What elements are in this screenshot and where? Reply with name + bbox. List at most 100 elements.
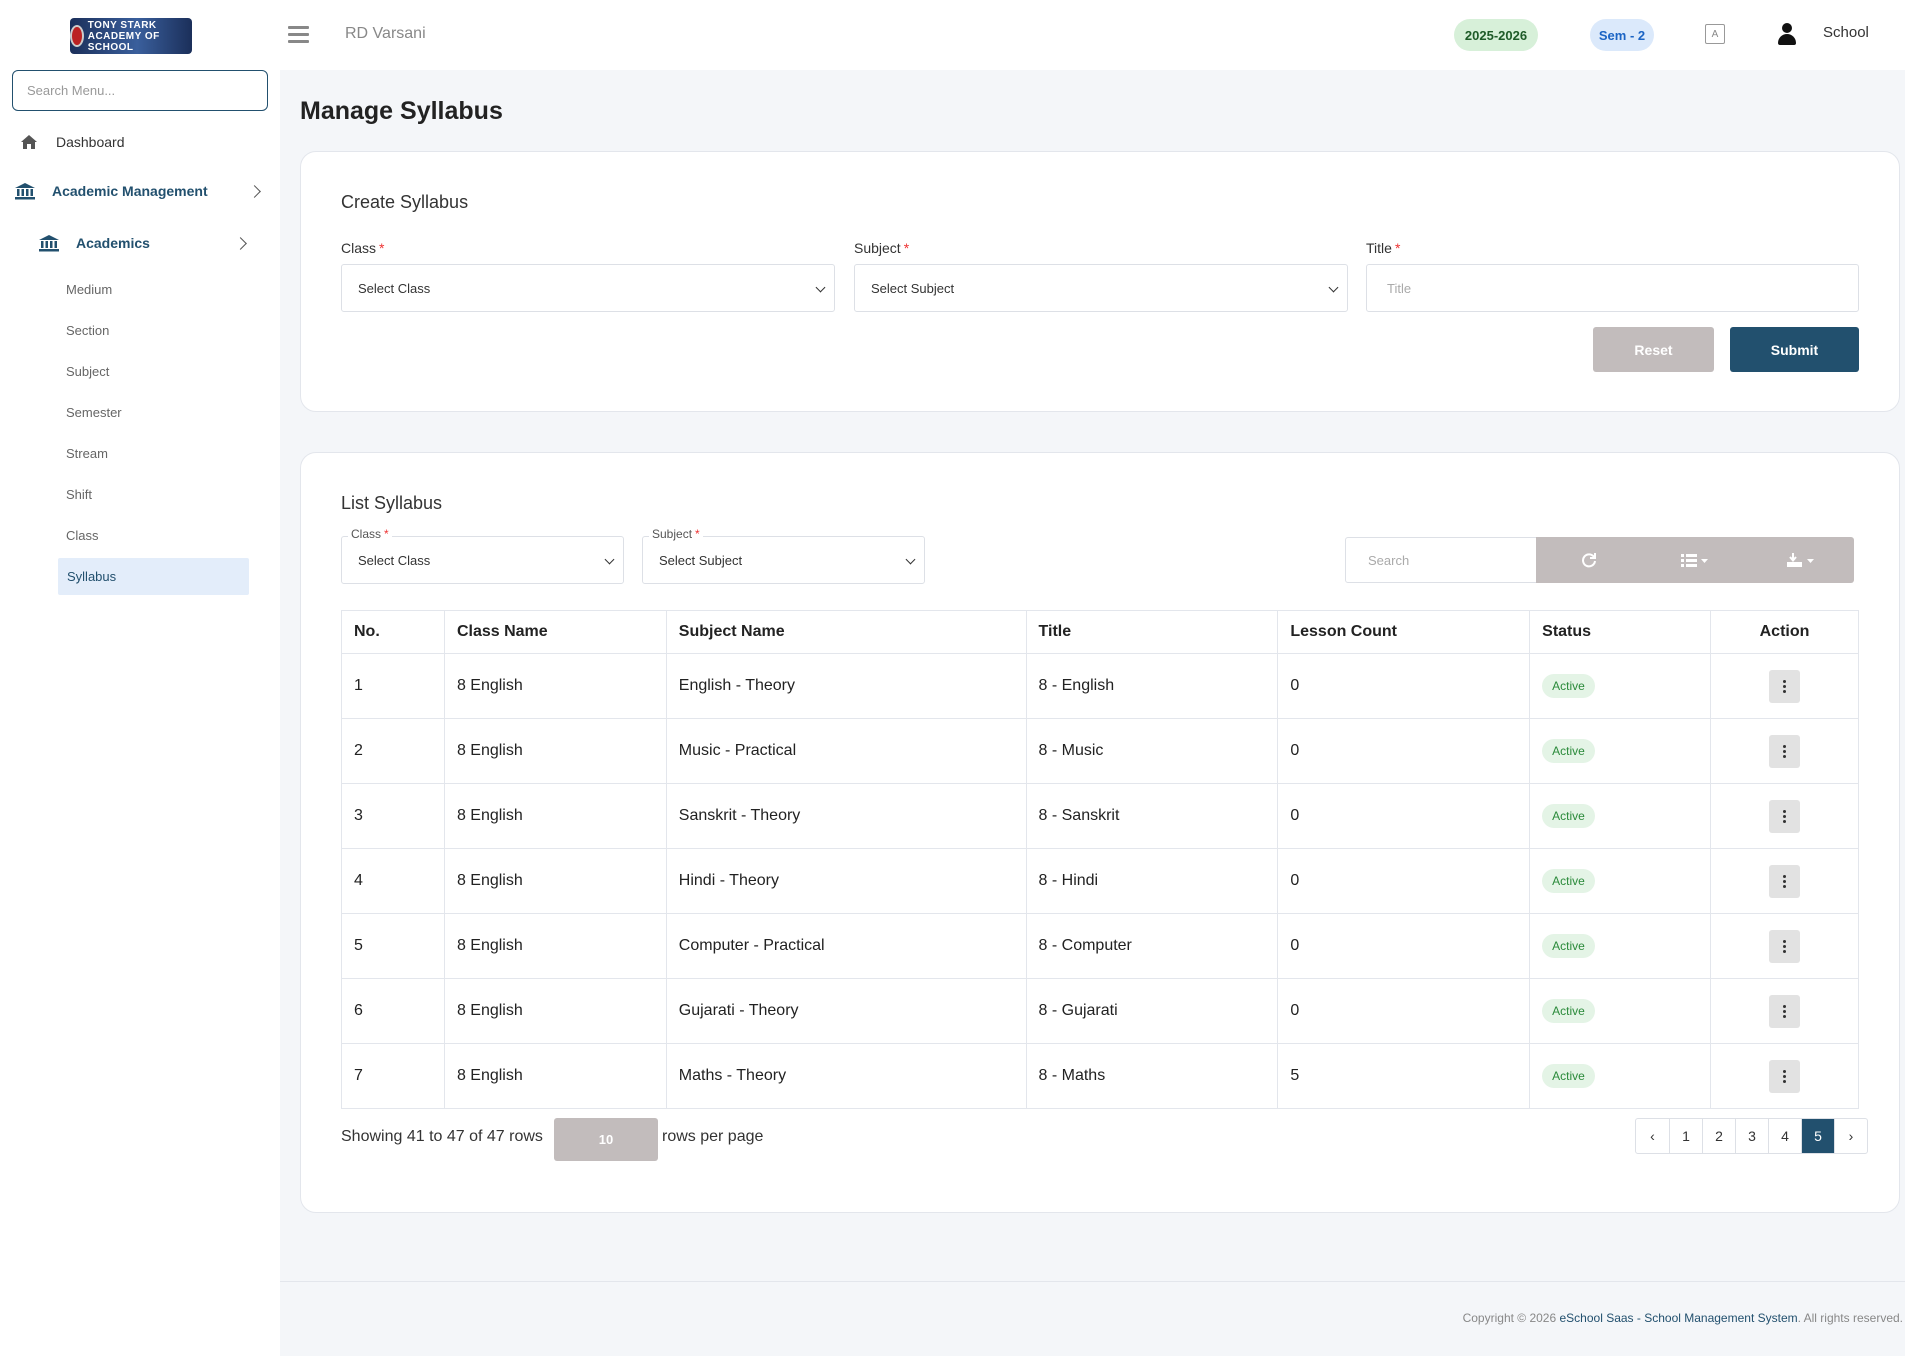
list-syllabus-title: List Syllabus (341, 493, 443, 513)
page-title: Manage Syllabus (300, 97, 503, 125)
subject-select[interactable]: Select Subject (854, 264, 1348, 312)
row-number: 1 (341, 653, 445, 719)
sidebar-item-class[interactable]: Class (66, 528, 99, 543)
title-cell: 8 - Maths (1025, 1043, 1279, 1109)
user-icon[interactable] (1777, 23, 1797, 45)
more-actions-icon[interactable] (1769, 1059, 1801, 1093)
more-actions-icon[interactable] (1769, 994, 1801, 1028)
column-header[interactable]: Lesson Count (1277, 610, 1531, 654)
subject-name-cell: Maths - Theory (665, 1043, 1027, 1109)
school-logo[interactable]: TONY STARK ACADEMY OF SCHOOL (70, 18, 192, 54)
chevron-down-icon (1328, 282, 1339, 293)
table-toolbar (1536, 537, 1854, 583)
sidebar-item-label: Dashboard (56, 134, 125, 150)
action-cell (1710, 653, 1859, 719)
chevron-right-icon[interactable] (234, 237, 247, 250)
sidebar-item-syllabus[interactable]: Syllabus (58, 558, 249, 595)
sidebar-item-stream[interactable]: Stream (66, 446, 108, 461)
syllabus-table: No. Class Name Subject Name Title Lesson… (341, 610, 1859, 1109)
school-name: RD Varsani (345, 25, 426, 42)
chevron-right-icon[interactable] (248, 185, 261, 198)
top-bar (280, 0, 1905, 70)
reset-button[interactable]: Reset (1593, 327, 1714, 372)
footer: Copyright © 2026 eSchool Saas - School M… (1463, 1311, 1903, 1325)
chevron-down-icon (905, 554, 916, 565)
submit-button[interactable]: Submit (1730, 327, 1859, 372)
class-select[interactable]: Select Class (341, 264, 835, 312)
column-header[interactable]: Status (1529, 610, 1712, 654)
language-icon[interactable]: A (1705, 24, 1725, 44)
sidebar-item-academics[interactable]: Academics (38, 234, 150, 252)
class-label: Class * (341, 240, 385, 256)
column-header[interactable]: Title (1025, 610, 1279, 654)
row-number: 6 (341, 978, 445, 1044)
download-icon[interactable] (1748, 537, 1854, 583)
filter-class-select[interactable]: Select Class (341, 536, 624, 584)
title-input[interactable]: Title (1366, 264, 1859, 312)
sidebar-item-shift[interactable]: Shift (66, 487, 93, 502)
more-actions-icon[interactable] (1769, 929, 1801, 963)
lesson-count-cell: 0 (1277, 783, 1531, 849)
filter-subject-select[interactable]: Select Subject (642, 536, 925, 584)
status-cell: Active (1529, 1043, 1712, 1109)
home-icon (18, 133, 40, 151)
page-button-active[interactable]: 5 (1801, 1119, 1834, 1153)
sidebar-item-subject[interactable]: Subject (66, 364, 110, 379)
menu-toggle-icon[interactable] (288, 26, 309, 43)
page-button[interactable]: 4 (1768, 1119, 1801, 1153)
class-name-cell: 8 English (443, 978, 667, 1044)
more-actions-icon[interactable] (1769, 734, 1801, 768)
footer-divider (280, 1281, 1905, 1282)
footer-brand-link[interactable]: eSchool Saas - School Management System (1559, 1311, 1798, 1325)
status-cell: Active (1529, 978, 1712, 1044)
column-header[interactable]: Subject Name (665, 610, 1027, 654)
page-button[interactable]: 1 (1669, 1119, 1702, 1153)
status-cell: Active (1529, 783, 1712, 849)
title-label: Title * (1366, 240, 1401, 256)
action-cell (1710, 1043, 1859, 1109)
row-number: 7 (341, 1043, 445, 1109)
sidebar-item-label: Academic Management (52, 183, 208, 199)
user-name[interactable]: School (1823, 24, 1869, 41)
rows-per-page-select[interactable]: 10 (554, 1118, 658, 1161)
page-next-button[interactable]: › (1834, 1119, 1867, 1153)
column-header[interactable]: Class Name (443, 610, 667, 654)
menu-search-input[interactable]: Search Menu... (12, 70, 268, 111)
action-cell (1710, 913, 1859, 979)
filter-class-label: Class * (348, 527, 392, 541)
pagination-info: Showing 41 to 47 of 47 rows (341, 1128, 543, 1145)
page-button[interactable]: 3 (1735, 1119, 1768, 1153)
sidebar-item-academic-management[interactable]: Academic Management (14, 182, 208, 200)
page-button[interactable]: 2 (1702, 1119, 1735, 1153)
action-cell (1710, 718, 1859, 784)
table-search-input[interactable]: Search (1345, 537, 1537, 583)
more-actions-icon[interactable] (1769, 864, 1801, 898)
row-number: 3 (341, 783, 445, 849)
class-name-cell: 8 English (443, 848, 667, 914)
column-header[interactable]: No. (341, 610, 445, 654)
class-name-cell: 8 English (443, 1043, 667, 1109)
columns-icon[interactable] (1642, 537, 1748, 583)
semester-badge[interactable]: Sem - 2 (1590, 19, 1654, 51)
more-actions-icon[interactable] (1769, 799, 1801, 833)
page-prev-button[interactable]: ‹ (1650, 1128, 1655, 1144)
column-header[interactable]: Action (1710, 610, 1859, 654)
subject-name-cell: Music - Practical (665, 718, 1027, 784)
action-cell (1710, 783, 1859, 849)
sidebar-item-medium[interactable]: Medium (66, 282, 113, 297)
sidebar-item-dashboard[interactable]: Dashboard (18, 133, 125, 151)
refresh-icon[interactable] (1536, 537, 1642, 583)
sidebar-item-label: Academics (76, 235, 150, 251)
sidebar-item-section[interactable]: Section (66, 323, 110, 338)
row-number: 2 (341, 718, 445, 784)
sidebar-item-semester[interactable]: Semester (66, 405, 122, 420)
more-actions-icon[interactable] (1769, 669, 1801, 703)
session-year-badge[interactable]: 2025-2026 (1454, 19, 1538, 51)
